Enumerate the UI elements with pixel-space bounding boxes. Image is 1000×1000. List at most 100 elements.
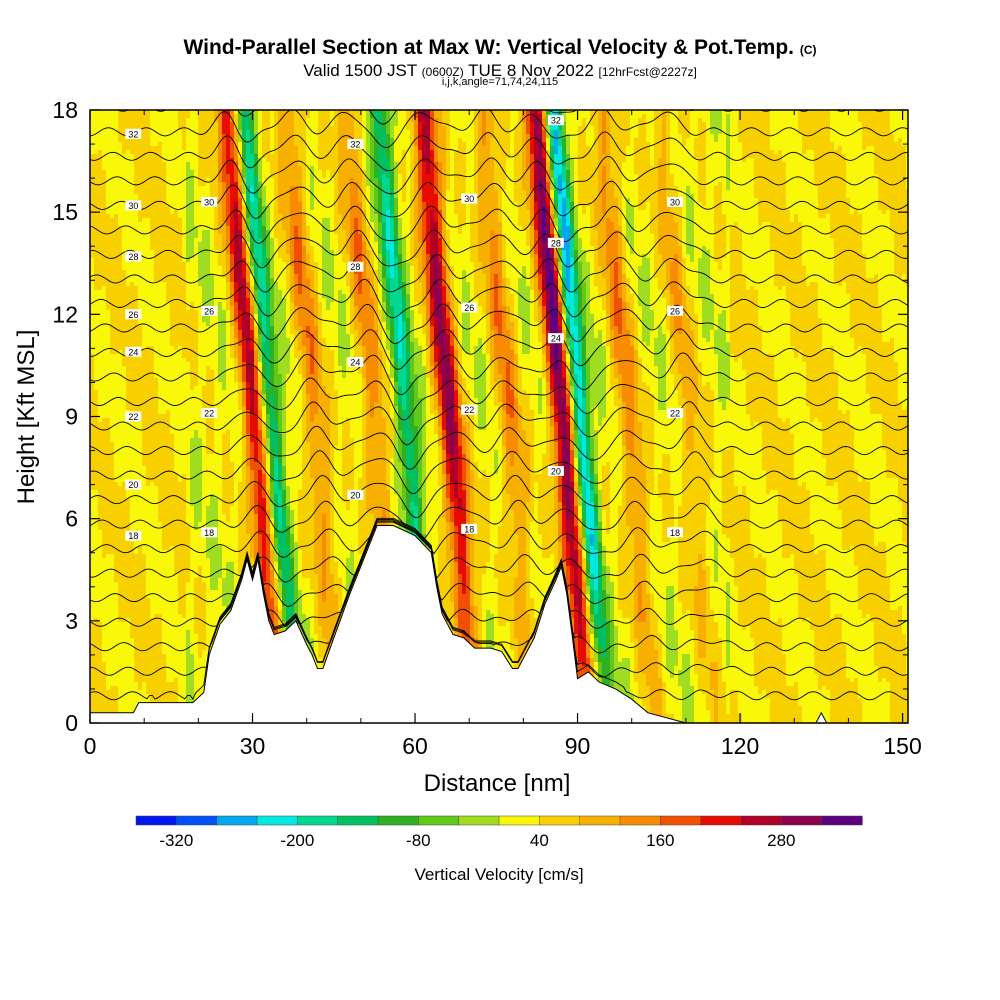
velocity-cell: [170, 138, 175, 143]
velocity-cell: [414, 118, 419, 123]
velocity-cell: [462, 202, 467, 207]
velocity-cell: [622, 126, 627, 131]
velocity-cell: [258, 158, 263, 163]
velocity-cell: [774, 198, 779, 203]
velocity-cell: [262, 182, 267, 187]
velocity-cell: [518, 134, 523, 139]
velocity-cell: [882, 154, 887, 159]
velocity-cell: [810, 126, 815, 131]
velocity-cell: [530, 198, 535, 203]
velocity-cell: [158, 150, 163, 155]
velocity-cell: [578, 178, 583, 183]
velocity-cell: [386, 166, 391, 171]
velocity-cell: [514, 122, 519, 127]
velocity-cell: [726, 186, 731, 191]
velocity-cell: [326, 122, 331, 127]
velocity-cell: [798, 138, 803, 143]
velocity-cell: [438, 198, 443, 203]
velocity-cell: [118, 162, 123, 167]
velocity-cell: [346, 130, 351, 135]
velocity-cell: [126, 174, 131, 179]
velocity-cell: [650, 158, 655, 163]
velocity-cell: [550, 150, 555, 155]
velocity-cell: [646, 178, 651, 183]
velocity-cell: [574, 154, 579, 159]
velocity-cell: [538, 142, 543, 147]
velocity-cell: [174, 146, 179, 151]
velocity-cell: [234, 130, 239, 135]
velocity-cell: [738, 154, 743, 159]
velocity-cell: [386, 150, 391, 155]
velocity-cell: [686, 202, 691, 207]
velocity-cell: [226, 150, 231, 155]
velocity-cell: [466, 118, 471, 123]
velocity-cell: [342, 150, 347, 155]
velocity-cell: [826, 198, 831, 203]
velocity-cell: [574, 178, 579, 183]
velocity-cell: [902, 170, 907, 175]
velocity-cell: [666, 170, 671, 175]
velocity-cell: [190, 150, 195, 155]
velocity-cell: [274, 114, 279, 119]
velocity-cell: [338, 206, 343, 211]
velocity-cell: [102, 122, 107, 127]
velocity-cell: [834, 154, 839, 159]
velocity-cell: [754, 190, 759, 195]
velocity-cell: [98, 134, 103, 139]
velocity-cell: [566, 158, 571, 163]
velocity-cell: [738, 134, 743, 139]
velocity-cell: [334, 190, 339, 195]
velocity-cell: [290, 178, 295, 183]
velocity-cell: [714, 110, 719, 115]
velocity-cell: [114, 150, 119, 155]
velocity-cell: [206, 114, 211, 119]
velocity-cell: [822, 194, 827, 199]
velocity-cell: [766, 182, 771, 187]
velocity-cell: [798, 170, 803, 175]
velocity-cell: [138, 114, 143, 119]
velocity-cell: [566, 198, 571, 203]
velocity-cell: [678, 114, 683, 119]
velocity-cell: [478, 126, 483, 131]
velocity-cell: [266, 182, 271, 187]
velocity-cell: [818, 194, 823, 199]
velocity-cell: [414, 154, 419, 159]
velocity-cell: [202, 174, 207, 179]
velocity-cell: [790, 138, 795, 143]
velocity-cell: [890, 114, 895, 119]
velocity-cell: [546, 198, 551, 203]
velocity-cell: [426, 170, 431, 175]
velocity-cell: [238, 142, 243, 147]
velocity-cell: [550, 194, 555, 199]
velocity-cell: [650, 190, 655, 195]
velocity-cell: [846, 190, 851, 195]
velocity-cell: [214, 170, 219, 175]
velocity-cell: [690, 182, 695, 187]
velocity-cell: [606, 190, 611, 195]
velocity-cell: [542, 138, 547, 143]
velocity-cell: [386, 138, 391, 143]
velocity-cell: [782, 118, 787, 123]
velocity-cell: [438, 150, 443, 155]
velocity-cell: [634, 118, 639, 123]
velocity-cell: [594, 146, 599, 151]
velocity-cell: [586, 114, 591, 119]
velocity-cell: [338, 142, 343, 147]
velocity-cell: [366, 178, 371, 183]
velocity-cell: [410, 126, 415, 131]
velocity-cell: [286, 178, 291, 183]
velocity-cell: [630, 134, 635, 139]
velocity-cell: [890, 202, 895, 207]
velocity-cell: [602, 146, 607, 151]
velocity-cell: [174, 206, 179, 211]
velocity-cell: [754, 134, 759, 139]
velocity-cell: [410, 130, 415, 135]
velocity-cell: [438, 158, 443, 163]
velocity-cell: [122, 170, 127, 175]
velocity-cell: [186, 206, 191, 211]
velocity-cell: [722, 198, 727, 203]
velocity-cell: [522, 126, 527, 131]
velocity-cell: [390, 146, 395, 151]
velocity-cell: [886, 130, 891, 135]
velocity-cell: [382, 202, 387, 207]
